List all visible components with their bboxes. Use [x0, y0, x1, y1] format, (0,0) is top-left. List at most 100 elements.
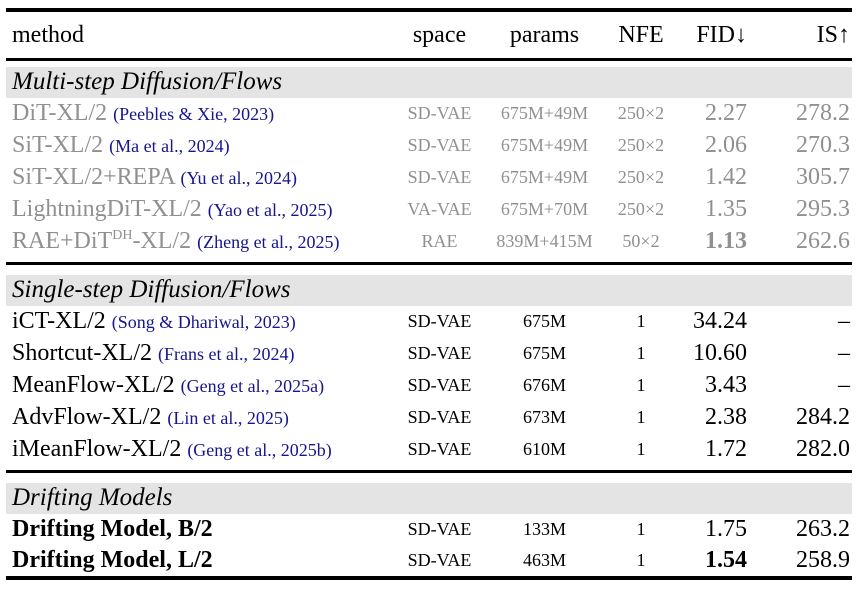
space-cell: SD-VAE	[407, 439, 472, 459]
nfe-cell: 250×2	[617, 135, 665, 155]
header-gap	[6, 60, 852, 67]
params-cell: 675M+49M	[500, 103, 589, 123]
fid-cell: 2.27	[705, 100, 747, 126]
citation-link[interactable]: (Ma et al., 2024)	[109, 136, 230, 156]
header-gap-cell	[6, 60, 852, 67]
citation-link[interactable]: (Lin et al., 2025)	[167, 408, 289, 428]
citation-link[interactable]: (Yao et al., 2025)	[207, 200, 333, 220]
method-name: DiT-XL/2	[12, 100, 108, 126]
params-cell: 463M	[522, 550, 566, 570]
space-cell: RAE	[421, 231, 458, 251]
citation-link[interactable]: (Zheng et al., 2025)	[197, 232, 340, 252]
nfe-cell: 1	[636, 311, 646, 331]
params-cell: 673M	[522, 407, 566, 427]
nfe-cell: 50×2	[622, 231, 660, 251]
method-cell: Shortcut-XL/2 (Frans et al., 2024)	[6, 338, 392, 370]
nfe-cell: 1	[636, 407, 646, 427]
method-name: SiT-XL/2	[12, 132, 104, 158]
space-cell: SD-VAE	[407, 375, 472, 395]
method-name: MeanFlow-XL/2	[12, 372, 175, 398]
citation-link[interactable]: (Song & Dhariwal, 2023)	[111, 312, 296, 332]
section-gap-below-rule-cell	[6, 265, 852, 275]
citation-link[interactable]: (Geng et al., 2025b)	[187, 440, 332, 460]
table-body: Multi-step Diffusion/Flows DiT-XL/2 (Peeb…	[6, 60, 852, 578]
fid-cell: 1.54	[705, 547, 747, 573]
method-name: Shortcut-XL/2	[12, 340, 152, 366]
table-row: LightningDiT-XL/2 (Yao et al., 2025) VA-V…	[6, 194, 852, 226]
method-cell: RAE+DiTDH-XL/2 (Zheng et al., 2025)	[6, 226, 392, 258]
nfe-cell: 250×2	[617, 199, 665, 219]
section-divider-rule	[6, 469, 852, 473]
space-cell: SD-VAE	[407, 311, 472, 331]
column-header-is: IS↑	[750, 10, 852, 61]
is-cell: 262.6	[796, 228, 850, 254]
space-cell: SD-VAE	[407, 103, 472, 123]
space-cell: SD-VAE	[407, 407, 472, 427]
column-header-space: space	[392, 10, 487, 61]
params-cell: 675M+70M	[500, 199, 589, 219]
table-row: DiT-XL/2 (Peebles & Xie, 2023) SD-VAE 675M…	[6, 98, 852, 130]
method-name: Drifting Model, B/2	[12, 516, 213, 542]
method-cell: Drifting Model, L/2	[6, 546, 392, 578]
method-name: SiT-XL/2+REPA	[12, 164, 175, 190]
is-cell: –	[838, 308, 850, 334]
fid-cell: 1.75	[705, 516, 747, 542]
fid-cell: 1.42	[705, 164, 747, 190]
space-cell: SD-VAE	[407, 343, 472, 363]
params-cell: 133M	[522, 519, 566, 539]
params-cell: 675M+49M	[500, 167, 589, 187]
nfe-cell: 250×2	[617, 167, 665, 187]
nfe-cell: 1	[636, 375, 646, 395]
is-cell: 305.7	[796, 164, 850, 190]
is-cell: 278.2	[796, 100, 850, 126]
table-header: method space params NFE FID↓ IS↑	[6, 10, 852, 61]
section-title: Multi-step Diffusion/Flows	[6, 66, 852, 98]
method-cell: DiT-XL/2 (Peebles & Xie, 2023)	[6, 98, 392, 130]
fid-cell: 10.60	[693, 340, 747, 366]
params-cell: 839M+415M	[496, 231, 593, 251]
nfe-cell: 1	[636, 439, 646, 459]
is-cell: 258.9	[796, 547, 850, 573]
nfe-cell: 1	[636, 519, 646, 539]
table-row: Drifting Model, L/2 SD-VAE 463M 1 1.54 258.9	[6, 546, 852, 578]
method-name: RAE+DiTDH-XL/2	[12, 228, 192, 254]
fid-cell: 2.38	[705, 404, 747, 430]
is-cell: 295.3	[796, 196, 850, 222]
nfe-cell: 1	[636, 343, 646, 363]
table-row: iCT-XL/2 (Song & Dhariwal, 2023) SD-VAE 67…	[6, 306, 852, 338]
section-header-row: Drifting Models	[6, 482, 852, 514]
space-cell: SD-VAE	[407, 167, 472, 187]
section-gap-below-rule	[6, 265, 852, 275]
fid-cell: 2.06	[705, 132, 747, 158]
table-row: SiT-XL/2+REPA (Yu et al., 2024) SD-VAE 675…	[6, 162, 852, 194]
table-row: SiT-XL/2 (Ma et al., 2024) SD-VAE 675M+49M…	[6, 130, 852, 162]
fid-cell: 1.72	[705, 436, 747, 462]
citation-link[interactable]: (Geng et al., 2025a)	[180, 376, 325, 396]
section-header-row: Multi-step Diffusion/Flows	[6, 66, 852, 98]
method-cell: SiT-XL/2 (Ma et al., 2024)	[6, 130, 392, 162]
benchmark-results-table: method space params NFE FID↓ IS↑ Multi-s…	[6, 8, 852, 580]
is-cell: 282.0	[796, 436, 850, 462]
method-cell: LightningDiT-XL/2 (Yao et al., 2025)	[6, 194, 392, 226]
params-cell: 675M	[522, 343, 566, 363]
section-title: Single-step Diffusion/Flows	[6, 274, 852, 306]
section-divider-rule	[6, 261, 852, 265]
citation-link[interactable]: (Yu et al., 2024)	[180, 168, 297, 188]
is-cell: –	[838, 372, 850, 398]
table-row: iMeanFlow-XL/2 (Geng et al., 2025b) SD-VA…	[6, 434, 852, 466]
method-cell: SiT-XL/2+REPA (Yu et al., 2024)	[6, 162, 392, 194]
space-cell: SD-VAE	[407, 519, 472, 539]
table-row: MeanFlow-XL/2 (Geng et al., 2025a) SD-VAE…	[6, 370, 852, 402]
section-divider-rule-cell	[6, 469, 852, 473]
section-title: Drifting Models	[6, 482, 852, 514]
column-header-method: method	[6, 10, 392, 61]
citation-link[interactable]: (Frans et al., 2024)	[157, 344, 295, 364]
method-cell: MeanFlow-XL/2 (Geng et al., 2025a)	[6, 370, 392, 402]
section-gap-below-rule	[6, 473, 852, 483]
fid-cell: 1.35	[705, 196, 747, 222]
params-cell: 675M+49M	[500, 135, 589, 155]
header-row: method space params NFE FID↓ IS↑	[6, 10, 852, 61]
params-cell: 675M	[522, 311, 566, 331]
nfe-cell: 1	[636, 550, 646, 570]
citation-link[interactable]: (Peebles & Xie, 2023)	[113, 104, 275, 124]
